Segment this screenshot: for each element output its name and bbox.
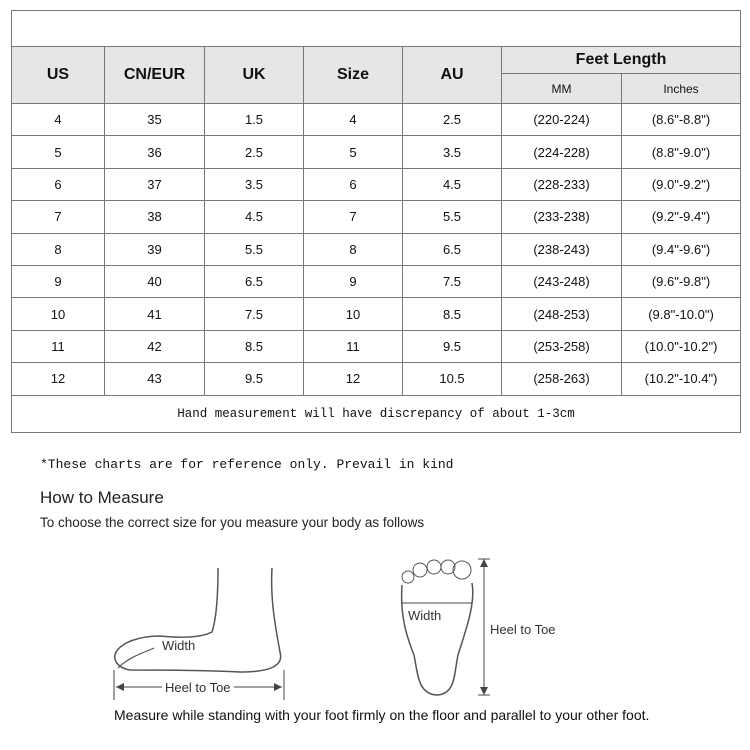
cell-uk: 6.5: [204, 264, 304, 299]
cell-mm: (238-243): [501, 232, 622, 266]
cell-inches: (9.2"-9.4"): [620, 200, 742, 234]
cell-uk: 2.5: [204, 135, 304, 169]
cell-us: 10: [11, 297, 105, 331]
table-row: 5 36 2.5 5 3.5 (224-228) (8.8"-9.0"): [11, 135, 742, 169]
cell-us: 11: [11, 329, 105, 364]
table-title-row: [10, 10, 742, 47]
table-row: 12 43 9.5 12 10.5 (258-263) (10.2"-10.4"): [11, 362, 742, 396]
cell-size: 12: [303, 362, 403, 396]
cell-size: 10: [303, 297, 403, 331]
cell-au: 10.5: [402, 362, 502, 396]
how-to-title: How to Measure: [40, 488, 164, 507]
how-to-subtitle: To choose the correct size for you measu…: [40, 515, 425, 530]
cell-mm: (243-248): [501, 264, 622, 299]
cell-us: 9: [11, 264, 105, 299]
cell-mm: (220-224): [501, 102, 622, 137]
header-feet-length: Feet Length: [500, 46, 742, 74]
cell-us: 8: [11, 232, 105, 266]
cell-cn-eur: 37: [104, 167, 205, 202]
measure-instruction: Measure while standing with your foot fi…: [114, 707, 650, 723]
side-length-label: Heel to Toe: [162, 680, 234, 695]
cell-size: 11: [303, 329, 403, 364]
cell-size: 8: [303, 232, 403, 266]
cell-mm: (258-263): [501, 362, 622, 396]
cell-uk: 7.5: [204, 297, 304, 331]
header-uk: UK: [204, 46, 304, 104]
top-length-label: Heel to Toe: [490, 622, 556, 637]
cell-uk: 1.5: [204, 102, 304, 137]
table-footer-note: Hand measurement will have discrepancy o…: [10, 394, 742, 433]
top-width-label: Width: [408, 608, 442, 623]
table-row: 4 35 1.5 4 2.5 (220-224) (8.6"-8.8"): [11, 102, 742, 137]
size-chart-table: US CN/EUR UK Size AU Feet Length MM Inch…: [10, 10, 742, 433]
cell-cn-eur: 35: [104, 102, 205, 137]
table-row: 10 41 7.5 10 8.5 (248-253) (9.8"-10.0"): [11, 297, 742, 331]
table-row: 7 38 4.5 7 5.5 (233-238) (9.2"-9.4"): [11, 200, 742, 234]
cell-cn-eur: 36: [104, 135, 205, 169]
cell-cn-eur: 42: [104, 329, 205, 364]
cell-inches: (9.0"-9.2"): [620, 167, 742, 202]
cell-us: 12: [11, 362, 105, 396]
cell-us: 5: [11, 135, 105, 169]
cell-uk: 3.5: [204, 167, 304, 202]
cell-au: 7.5: [402, 264, 502, 299]
header-us: US: [11, 46, 105, 104]
cell-au: 8.5: [402, 297, 502, 331]
cell-inches: (8.8"-9.0"): [620, 135, 742, 169]
cell-inches: (8.6"-8.8"): [620, 102, 742, 137]
cell-inches: (10.2"-10.4"): [620, 362, 742, 396]
header-mm: MM: [501, 73, 622, 104]
cell-cn-eur: 40: [104, 264, 205, 299]
header-cn-eur: CN/EUR: [104, 46, 205, 104]
cell-au: 3.5: [402, 135, 502, 169]
reference-note: *These charts are for reference only. Pr…: [40, 457, 454, 472]
cell-uk: 5.5: [204, 232, 304, 266]
cell-mm: (228-233): [501, 167, 622, 202]
cell-mm: (224-228): [501, 135, 622, 169]
cell-size: 7: [303, 200, 403, 234]
cell-inches: (9.4"-9.6"): [620, 232, 742, 266]
cell-size: 9: [303, 264, 403, 299]
cell-inches: (9.8"-10.0"): [620, 297, 742, 331]
header-size: Size: [303, 46, 403, 104]
cell-us: 6: [11, 167, 105, 202]
cell-inches: (9.6"-9.8"): [620, 264, 742, 299]
cell-cn-eur: 43: [104, 362, 205, 396]
cell-mm: (253-258): [501, 329, 622, 364]
cell-cn-eur: 39: [104, 232, 205, 266]
cell-us: 7: [11, 200, 105, 234]
top-foot-illustration: [400, 558, 490, 696]
table-row: 11 42 8.5 11 9.5 (253-258) (10.0"-10.2"): [11, 329, 742, 364]
cell-au: 2.5: [402, 102, 502, 137]
cell-au: 4.5: [402, 167, 502, 202]
header-inches: Inches: [620, 73, 742, 104]
cell-mm: (248-253): [501, 297, 622, 331]
cell-uk: 4.5: [204, 200, 304, 234]
cell-us: 4: [11, 102, 105, 137]
cell-au: 6.5: [402, 232, 502, 266]
table-row: 9 40 6.5 9 7.5 (243-248) (9.6"-9.8"): [11, 264, 742, 299]
cell-size: 5: [303, 135, 403, 169]
cell-cn-eur: 41: [104, 297, 205, 331]
cell-cn-eur: 38: [104, 200, 205, 234]
cell-mm: (233-238): [501, 200, 622, 234]
header-au: AU: [402, 46, 502, 104]
cell-size: 4: [303, 102, 403, 137]
cell-inches: (10.0"-10.2"): [620, 329, 742, 364]
cell-size: 6: [303, 167, 403, 202]
cell-au: 9.5: [402, 329, 502, 364]
cell-uk: 8.5: [204, 329, 304, 364]
side-width-label: Width: [162, 638, 196, 653]
cell-au: 5.5: [402, 200, 502, 234]
table-row: 8 39 5.5 8 6.5 (238-243) (9.4"-9.6"): [11, 232, 742, 266]
cell-uk: 9.5: [204, 362, 304, 396]
table-row: 6 37 3.5 6 4.5 (228-233) (9.0"-9.2"): [11, 167, 742, 202]
side-foot-illustration: [113, 567, 285, 700]
